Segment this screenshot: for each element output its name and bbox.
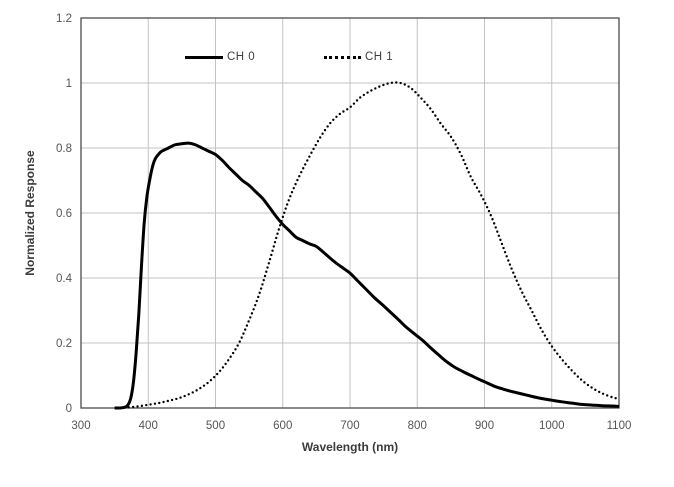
legend-label-ch0: CH 0 (227, 51, 256, 63)
y-tick-label-1.2: 1.2 (56, 13, 72, 25)
ch0-curve (114, 141, 620, 410)
x-axis-title: Wavelength (nm) (301, 440, 399, 454)
x-tick-label-600: 600 (273, 420, 292, 432)
y-tick-label-0.4: 0.4 (56, 273, 73, 285)
ch1-legend-line-sample (324, 55, 361, 59)
x-tick-label-1100: 1100 (607, 420, 632, 432)
x-tick-label-400: 400 (139, 420, 158, 432)
x-tick-label-300: 300 (71, 420, 90, 432)
legend-label-ch1: CH 1 (365, 51, 394, 63)
plot-border (80, 17, 620, 409)
y-axis-title: Normalized Response (23, 150, 37, 276)
ch1-curve (118, 81, 621, 410)
y-tick-label-1: 1 (66, 78, 72, 90)
x-tick-label-1000: 1000 (539, 420, 565, 432)
y-tick-label-0.2: 0.2 (56, 338, 72, 350)
x-tick-label-900: 900 (475, 420, 494, 432)
x-tick-label-800: 800 (408, 420, 427, 432)
legend-item-ch1: CH 1 (324, 49, 393, 65)
y-tick-label-0: 0 (66, 403, 72, 415)
legend-item-ch0: CH 0 (185, 49, 255, 65)
y-tick-label-0.6: 0.6 (56, 208, 72, 220)
x-tick-label-700: 700 (340, 420, 359, 432)
x-tick-label-500: 500 (206, 420, 225, 432)
y-tick-label-0.8: 0.8 (56, 143, 72, 155)
ch0-legend-line-sample (185, 55, 223, 59)
